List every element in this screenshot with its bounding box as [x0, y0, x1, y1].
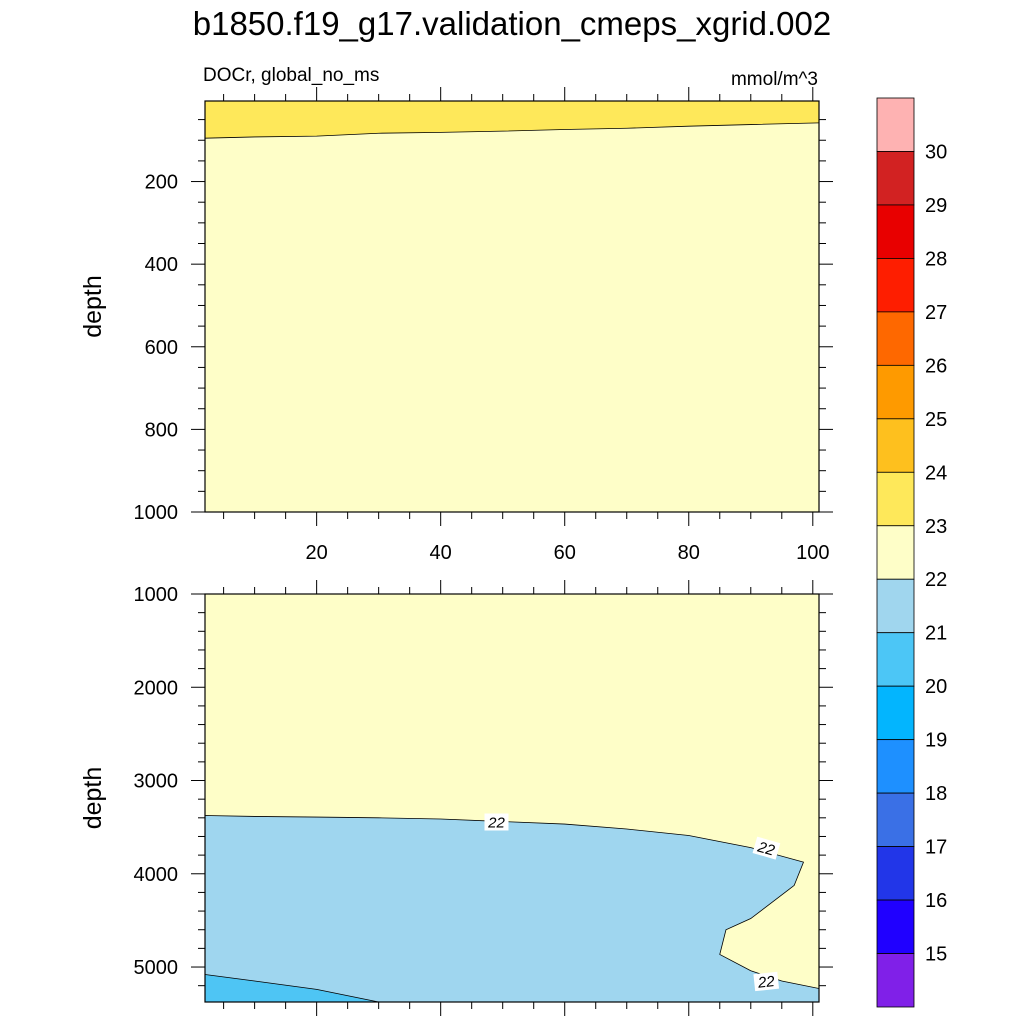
colorbar-swatch: [876, 792, 915, 847]
colorbar-label: 22: [925, 569, 947, 591]
y-tick-label: 200: [145, 172, 178, 194]
contour-label: 22: [752, 836, 781, 860]
contour-label: 22: [484, 813, 509, 831]
colorbar-swatch: [876, 739, 915, 794]
colorbar-label: 30: [925, 141, 947, 163]
upper-panel: 200 400 600 800 1000 20 40 60 80 100 depth: [79, 87, 833, 564]
x-tick-label: 80: [678, 542, 700, 564]
region-22-23: [205, 101, 819, 512]
colorbar-label: 28: [925, 248, 947, 270]
colorbar-label: 24: [925, 462, 947, 484]
y-tick-label: 3000: [134, 771, 179, 793]
subtitle-left: DOCr, global_no_ms: [203, 65, 379, 86]
colorbar-label: 18: [925, 783, 947, 805]
colorbar-swatch: [876, 258, 915, 313]
colorbar-label: 23: [925, 516, 947, 538]
svg-text:22: 22: [487, 814, 505, 831]
y-axis-label: depth: [79, 767, 107, 830]
contour-fills: [205, 101, 819, 512]
colorbar-label: 19: [925, 730, 947, 752]
colorbar-swatch: [876, 525, 915, 580]
colorbar-swatch: [876, 151, 915, 206]
plot-frame: [204, 593, 820, 1003]
y-tick-label: 2000: [134, 677, 179, 699]
region-20-21: [205, 974, 379, 1002]
colorbar-label: 27: [925, 302, 947, 324]
chart-title: b1850.f19_g17.validation_cmeps_xgrid.002: [193, 5, 831, 42]
x-tick-label: 20: [306, 542, 328, 564]
y-tick-label: 600: [145, 337, 178, 359]
colorbar-label: 29: [925, 195, 947, 217]
colorbar-label: 25: [925, 409, 947, 431]
colorbar-swatch: [876, 97, 915, 152]
colorbar-label: 21: [925, 623, 947, 645]
y-tick-label: 4000: [134, 864, 179, 886]
colorbar-swatch: [876, 578, 915, 634]
colorbar-swatch: [876, 632, 915, 687]
axis-ticks: [191, 580, 833, 1016]
colorbar-swatch: [876, 364, 915, 420]
x-tick-label: 60: [554, 542, 576, 564]
colorbar-swatch: [876, 685, 915, 741]
y-tick-label: 1000: [134, 502, 179, 524]
svg-text:22: 22: [756, 973, 776, 992]
y-tick-label: 5000: [134, 957, 179, 979]
axis-ticks: [191, 87, 833, 526]
contour-fills: [205, 594, 819, 1002]
y-tick-label: 1000: [134, 584, 179, 606]
colorbar-label: 15: [925, 944, 947, 966]
subtitle-units: mmol/m^3: [731, 69, 818, 90]
y-axis-label: depth: [79, 275, 107, 338]
y-tick-label: 800: [145, 419, 178, 441]
colorbar-swatch: [876, 846, 915, 901]
colorbar-label: 17: [925, 837, 947, 859]
colorbar-label: 26: [925, 355, 947, 377]
x-tick-label: 100: [796, 542, 829, 564]
region-21-22: [205, 815, 819, 1002]
x-tick-label: 40: [430, 542, 452, 564]
colorbar-swatch: [876, 418, 915, 473]
colorbar-swatch: [876, 953, 915, 1008]
region-23-24: [205, 101, 819, 139]
colorbar: 15 16 17 18 19 20 21 22 23 24 25 26 27 28 29 30: [876, 97, 947, 1008]
lower-panel: 22 22 22 1000 2000 3000 4000 5000 depth: [79, 580, 833, 1016]
y-tick-label: 400: [145, 254, 178, 276]
colorbar-swatch: [876, 311, 915, 366]
colorbar-swatch: [876, 204, 915, 259]
colorbar-swatch: [876, 471, 915, 527]
colorbar-label: 16: [925, 890, 947, 912]
contour-line-23-24: [205, 122, 819, 139]
colorbar-swatch: [876, 899, 915, 954]
plot-frame: [204, 100, 820, 513]
svg-text:22: 22: [755, 838, 777, 859]
colorbar-label: 20: [925, 676, 947, 698]
contour-label: 22: [753, 971, 780, 992]
